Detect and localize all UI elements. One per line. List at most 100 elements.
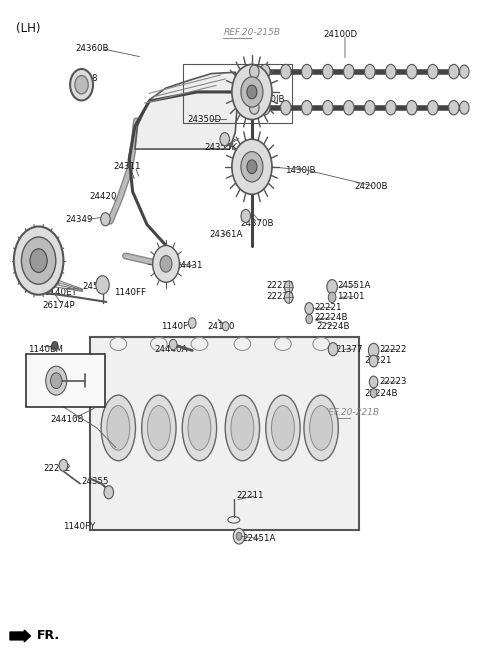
Circle shape — [169, 339, 177, 350]
Ellipse shape — [448, 100, 459, 115]
Ellipse shape — [188, 406, 211, 450]
Text: 22222: 22222 — [266, 281, 294, 290]
Circle shape — [220, 132, 229, 146]
Text: 22223: 22223 — [266, 292, 294, 301]
Ellipse shape — [364, 65, 375, 79]
Ellipse shape — [301, 65, 312, 79]
Ellipse shape — [385, 100, 396, 115]
Text: 24349: 24349 — [66, 215, 93, 224]
Text: 24551A: 24551A — [338, 281, 371, 290]
Text: 24560: 24560 — [83, 282, 110, 291]
Ellipse shape — [428, 65, 438, 79]
Text: 1140FY: 1140FY — [161, 322, 193, 331]
Circle shape — [50, 373, 62, 389]
Circle shape — [22, 237, 56, 284]
Circle shape — [369, 376, 378, 388]
Circle shape — [160, 256, 172, 272]
Circle shape — [284, 291, 293, 303]
Ellipse shape — [304, 395, 338, 461]
Ellipse shape — [281, 100, 291, 115]
Ellipse shape — [225, 395, 260, 461]
Text: 22221: 22221 — [314, 302, 341, 312]
Text: 21377: 21377 — [336, 345, 363, 354]
Text: 24410B: 24410B — [50, 415, 84, 424]
Text: (LH): (LH) — [16, 22, 40, 36]
Circle shape — [370, 389, 377, 398]
Ellipse shape — [142, 395, 176, 461]
Circle shape — [96, 275, 109, 294]
Ellipse shape — [101, 395, 135, 461]
Ellipse shape — [407, 100, 417, 115]
Circle shape — [247, 160, 257, 174]
Ellipse shape — [364, 100, 375, 115]
Circle shape — [305, 302, 313, 314]
Text: 26174P: 26174P — [42, 301, 74, 310]
Circle shape — [104, 486, 114, 499]
Text: 22451A: 22451A — [242, 534, 276, 543]
Text: 23120: 23120 — [21, 248, 48, 256]
Text: 24440A: 24440A — [154, 345, 188, 354]
Circle shape — [14, 227, 63, 295]
Text: 22224B: 22224B — [316, 322, 350, 331]
Text: 24355K: 24355K — [204, 142, 237, 152]
Circle shape — [101, 213, 110, 226]
Circle shape — [153, 246, 180, 282]
Circle shape — [241, 77, 263, 107]
Circle shape — [59, 459, 68, 471]
Circle shape — [241, 152, 263, 182]
Text: 24350D: 24350D — [188, 115, 222, 124]
Circle shape — [75, 76, 88, 94]
Text: FR.: FR. — [37, 629, 60, 643]
Text: 22223: 22223 — [379, 378, 407, 386]
Ellipse shape — [231, 406, 254, 450]
FancyArrow shape — [10, 630, 31, 642]
Circle shape — [30, 249, 47, 272]
Ellipse shape — [448, 65, 459, 79]
Ellipse shape — [272, 406, 294, 450]
Ellipse shape — [182, 395, 216, 461]
Text: 24412E: 24412E — [43, 382, 76, 391]
Text: 24360B: 24360B — [75, 44, 109, 53]
Ellipse shape — [323, 65, 333, 79]
Circle shape — [247, 85, 257, 99]
Ellipse shape — [260, 100, 270, 115]
Circle shape — [369, 355, 378, 367]
Text: 1140FY: 1140FY — [63, 522, 96, 531]
Text: 24311: 24311 — [114, 162, 141, 171]
Circle shape — [51, 341, 58, 351]
Ellipse shape — [407, 65, 417, 79]
Ellipse shape — [260, 65, 270, 79]
Ellipse shape — [344, 100, 354, 115]
Circle shape — [328, 343, 338, 356]
Text: 22224B: 22224B — [314, 313, 348, 322]
Text: 1140FF: 1140FF — [114, 287, 145, 297]
Circle shape — [70, 69, 93, 100]
Circle shape — [236, 532, 242, 540]
Ellipse shape — [266, 395, 300, 461]
Text: 24100D: 24100D — [324, 30, 358, 39]
Circle shape — [222, 322, 229, 331]
Circle shape — [233, 529, 245, 544]
Text: 24355: 24355 — [82, 477, 109, 486]
Polygon shape — [90, 337, 360, 530]
Circle shape — [189, 318, 196, 328]
Circle shape — [250, 101, 259, 114]
Text: 24138: 24138 — [71, 74, 98, 82]
Text: 1430JB: 1430JB — [285, 165, 316, 175]
Ellipse shape — [344, 65, 354, 79]
Text: 1430JB: 1430JB — [254, 96, 285, 104]
Ellipse shape — [281, 65, 291, 79]
Text: 22211: 22211 — [236, 491, 264, 500]
Text: 24431: 24431 — [176, 262, 203, 270]
Text: REF.20-215B: REF.20-215B — [223, 28, 280, 38]
Text: 22212: 22212 — [43, 464, 71, 473]
Text: 1140ET: 1140ET — [44, 287, 77, 297]
Bar — [26, 355, 105, 407]
Circle shape — [306, 314, 312, 324]
Text: 24361A: 24361A — [209, 230, 242, 239]
Text: 24412E: 24412E — [43, 382, 76, 391]
Ellipse shape — [428, 100, 438, 115]
Text: 24420: 24420 — [90, 192, 117, 201]
Circle shape — [241, 210, 251, 223]
Text: 12101: 12101 — [337, 292, 364, 301]
